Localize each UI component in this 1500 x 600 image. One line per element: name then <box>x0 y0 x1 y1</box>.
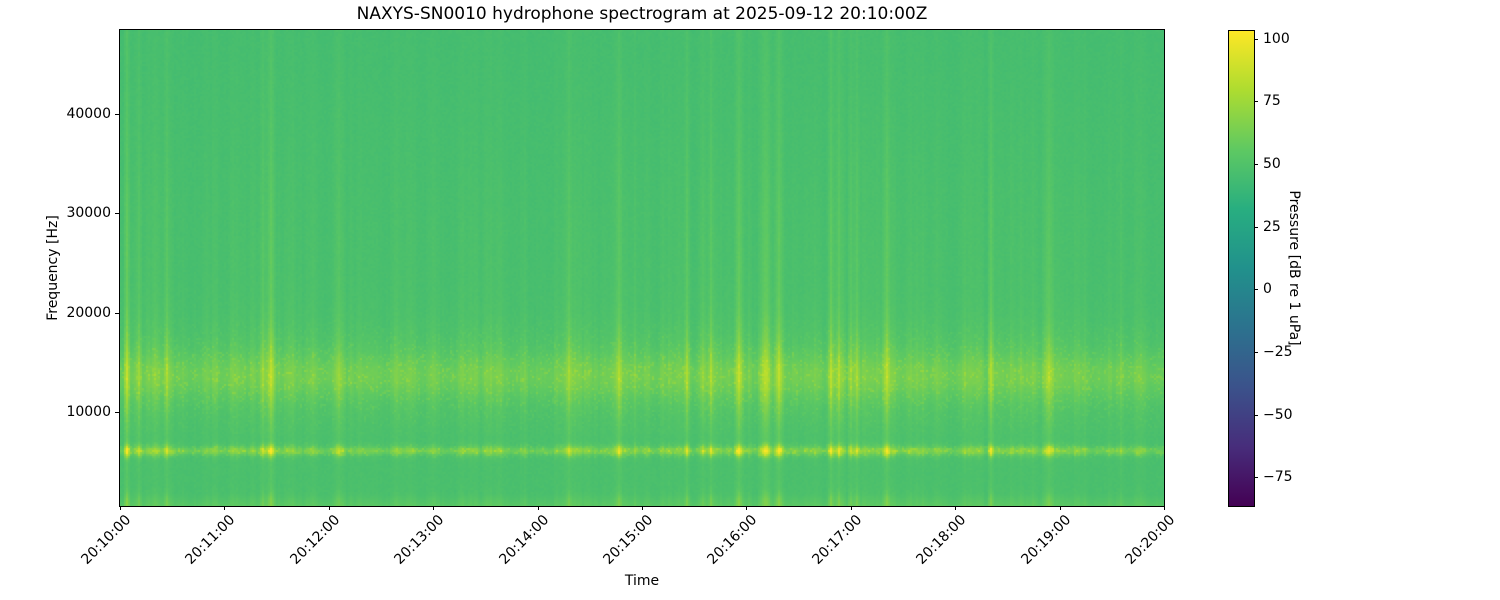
x-tick-label: 20:13:00 <box>391 512 448 568</box>
y-tick-label: 10000 <box>66 404 111 420</box>
y-axis-label: Frequency [Hz] <box>45 215 61 321</box>
colorbar-tick-label: 25 <box>1263 219 1281 235</box>
chart-title: NAXYS-SN0010 hydrophone spectrogram at 2… <box>356 4 928 24</box>
colorbar-tick-mark <box>1254 164 1258 165</box>
x-tick-label: 20:20:00 <box>1122 512 1179 568</box>
x-tick-label: 20:11:00 <box>182 512 239 568</box>
y-tick-mark <box>115 114 119 115</box>
x-tick-label: 20:16:00 <box>704 512 761 568</box>
spectrogram-canvas <box>120 30 1164 506</box>
y-tick-label: 20000 <box>66 305 111 321</box>
x-tick-mark <box>224 506 225 510</box>
x-tick-mark <box>329 506 330 510</box>
y-tick-mark <box>115 313 119 314</box>
x-axis-label: Time <box>624 573 660 589</box>
x-tick-label: 20:18:00 <box>913 512 970 568</box>
colorbar-tick-label: −50 <box>1263 407 1293 423</box>
colorbar-tick-mark <box>1254 39 1258 40</box>
colorbar-label: Pressure [dB re 1 uPa] <box>1286 190 1302 346</box>
colorbar-tick-label: 100 <box>1263 31 1290 47</box>
colorbar-tick-mark <box>1254 415 1258 416</box>
x-tick-label: 20:14:00 <box>496 512 553 568</box>
x-tick-label: 20:19:00 <box>1018 512 1075 568</box>
x-tick-label: 20:17:00 <box>809 512 866 568</box>
x-tick-mark <box>746 506 747 510</box>
colorbar-tick-label: −75 <box>1263 469 1293 485</box>
colorbar-tick-label: 0 <box>1263 281 1272 297</box>
y-tick-label: 30000 <box>66 205 111 221</box>
colorbar-tick-mark <box>1254 101 1258 102</box>
plot-area <box>119 29 1165 507</box>
y-tick-mark <box>115 412 119 413</box>
x-tick-label: 20:10:00 <box>78 512 135 568</box>
y-tick-mark <box>115 213 119 214</box>
y-tick-label: 40000 <box>66 106 111 122</box>
x-tick-mark <box>851 506 852 510</box>
colorbar-tick-mark <box>1254 227 1258 228</box>
colorbar-tick-label: 50 <box>1263 156 1281 172</box>
x-tick-mark <box>1164 506 1165 510</box>
colorbar-tick-mark <box>1254 477 1258 478</box>
colorbar-tick-label: −25 <box>1263 344 1293 360</box>
colorbar-tick-mark <box>1254 289 1258 290</box>
x-tick-mark <box>538 506 539 510</box>
colorbar-tick-label: 75 <box>1263 93 1281 109</box>
x-tick-label: 20:12:00 <box>287 512 344 568</box>
x-tick-label: 20:15:00 <box>600 512 657 568</box>
x-tick-mark <box>642 506 643 510</box>
x-tick-mark <box>1060 506 1061 510</box>
colorbar-tick-mark <box>1254 352 1258 353</box>
x-tick-mark <box>955 506 956 510</box>
x-tick-mark <box>433 506 434 510</box>
colorbar <box>1228 30 1255 507</box>
x-tick-mark <box>120 506 121 510</box>
